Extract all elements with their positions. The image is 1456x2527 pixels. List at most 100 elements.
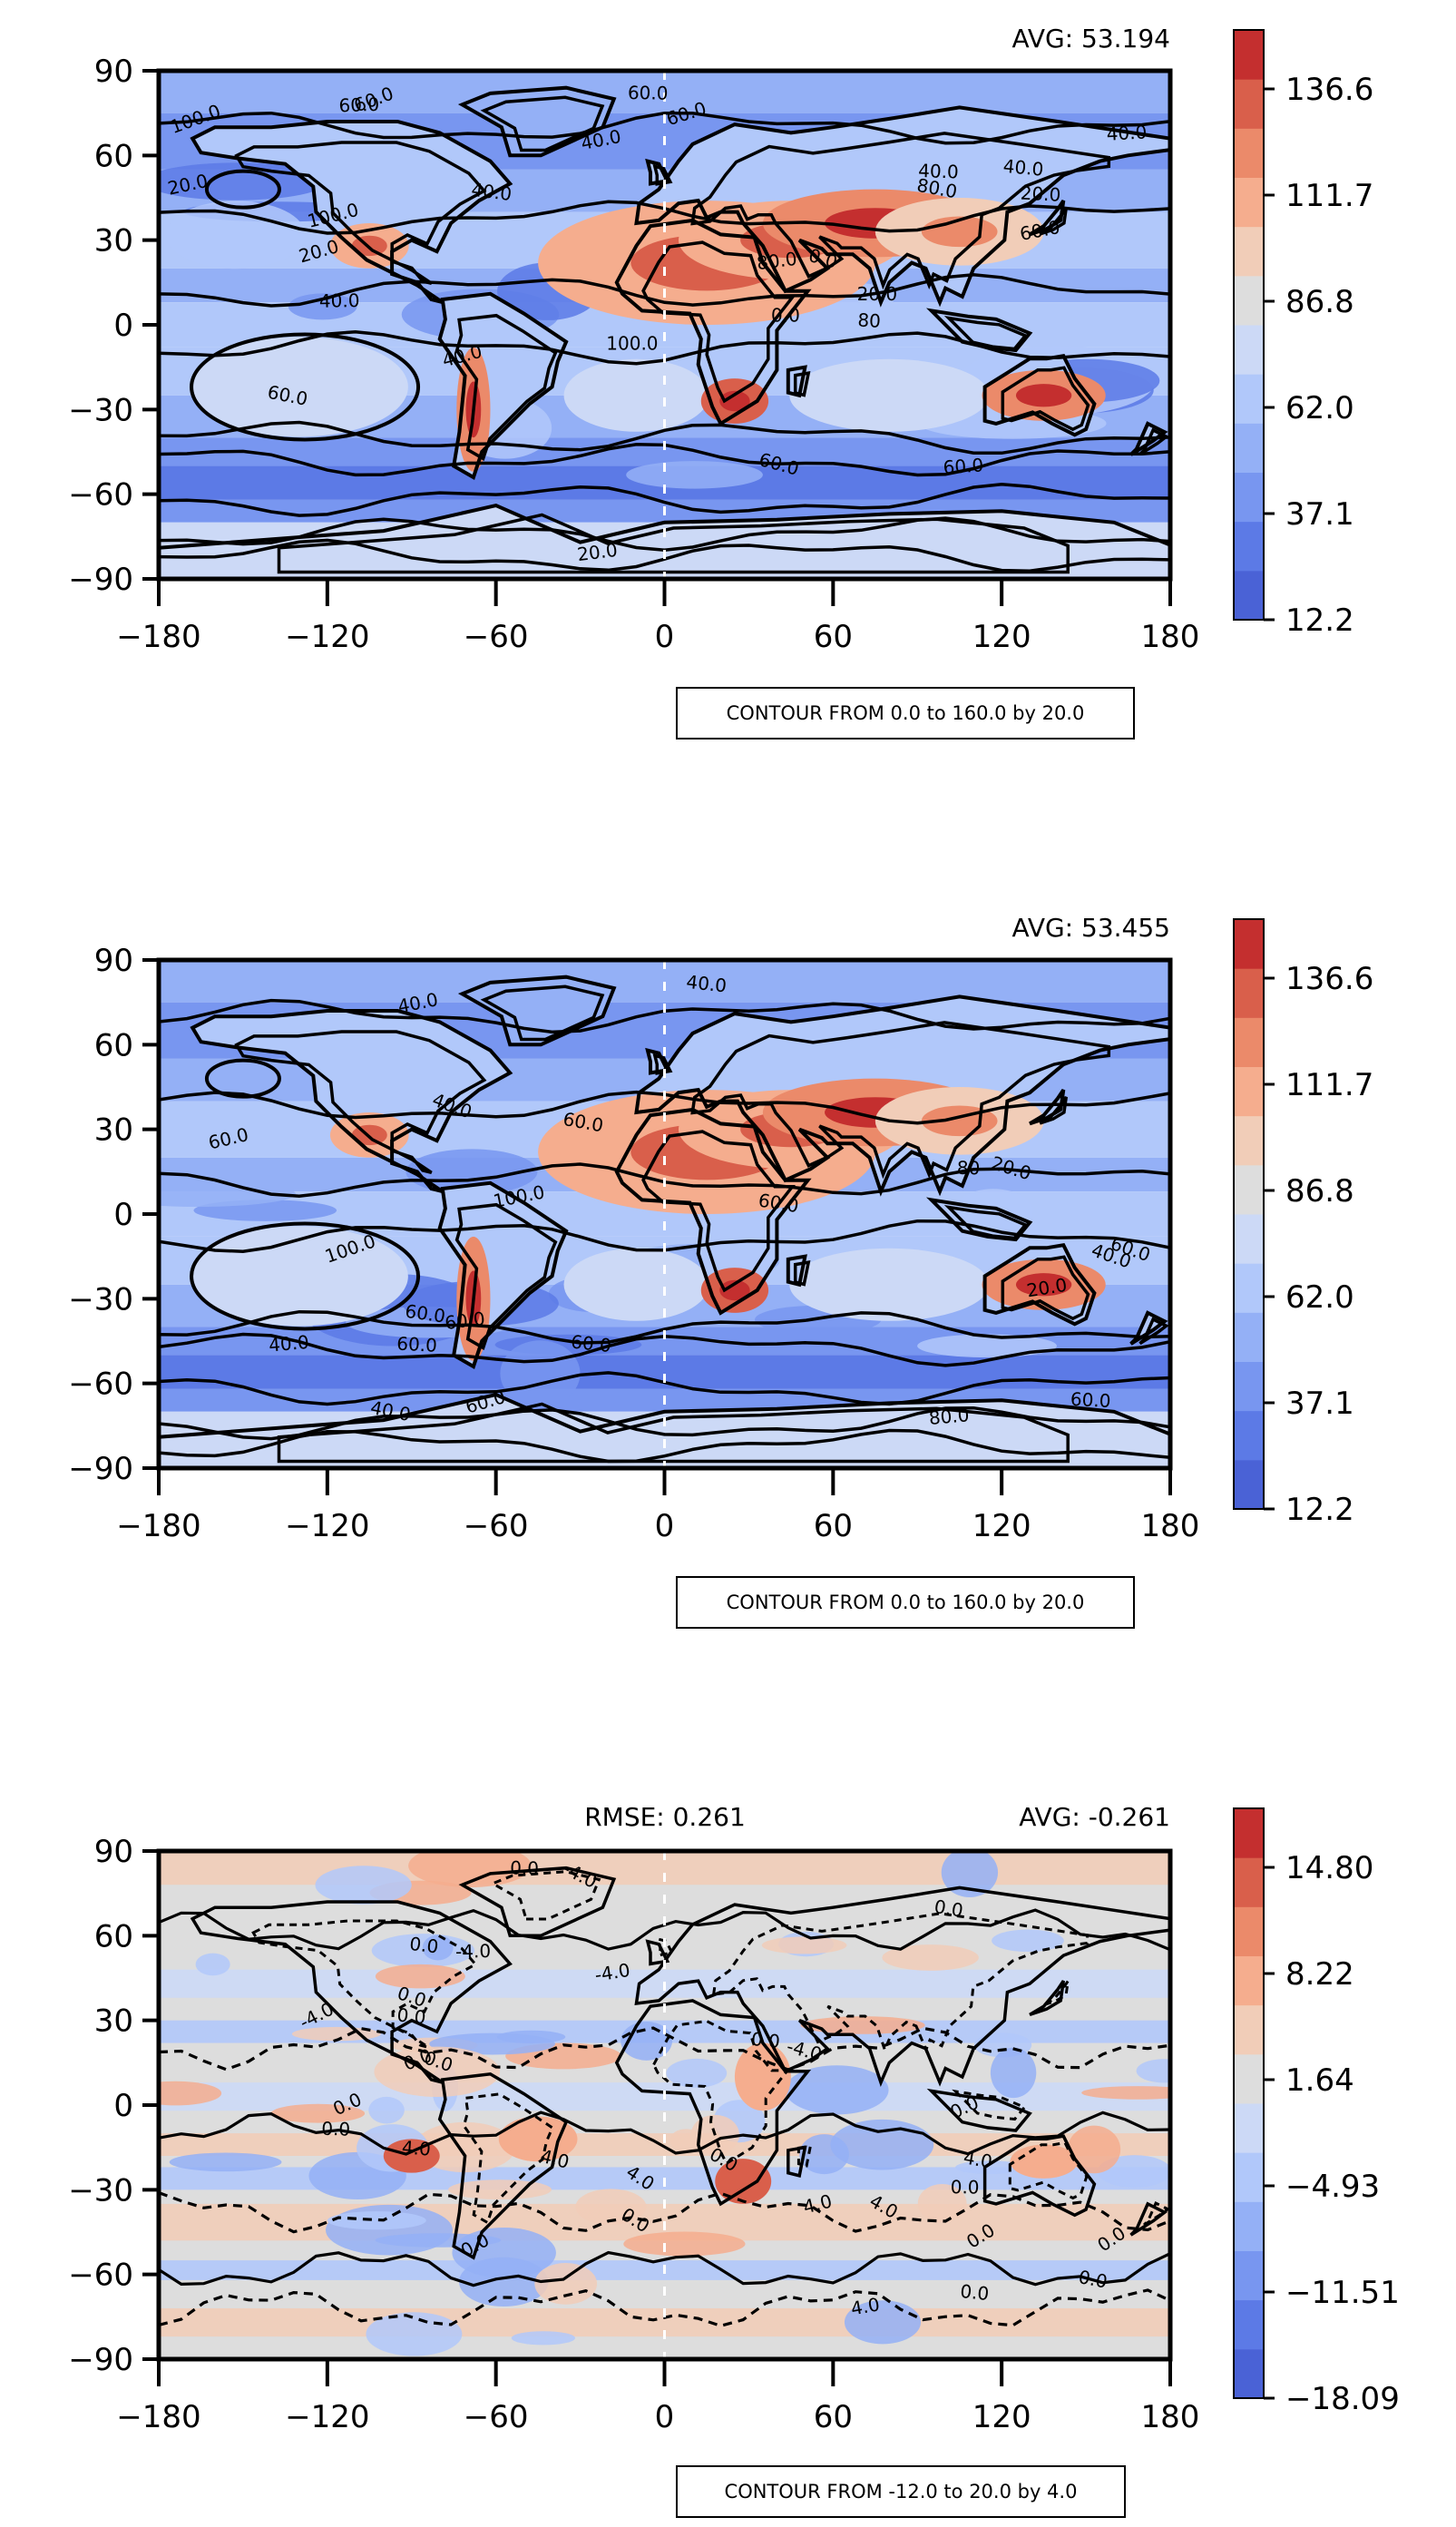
- contour-label: 60.0: [570, 1331, 612, 1357]
- y-tick-label: −90: [68, 562, 133, 598]
- x-tick-label: 120: [972, 619, 1031, 655]
- colorbar-swatch: [1234, 2053, 1264, 2104]
- colorbar-swatch: [1234, 472, 1264, 523]
- colorbar-tick-label: 8.22: [1285, 1956, 1354, 1993]
- anomaly-patch: [955, 2160, 1025, 2175]
- x-tick-label: −60: [464, 619, 529, 655]
- anomaly-patch: [990, 2047, 1037, 2099]
- ocean-patch: [500, 1340, 581, 1406]
- colorbar-swatch: [1234, 2201, 1264, 2251]
- y-tick-label: 0: [113, 1197, 133, 1233]
- contour-inner: [943, 1204, 1029, 1240]
- y-tick-label: −30: [68, 392, 133, 428]
- colorbar-frame: [1233, 918, 1265, 1510]
- contour-label: 0.0: [321, 2118, 351, 2140]
- y-tick-label: −60: [68, 1366, 133, 1403]
- contour-coast: [1029, 1980, 1066, 2017]
- colorbar-swatch: [1234, 2250, 1264, 2301]
- contour-note-box: [676, 1576, 1135, 1629]
- contour-closed: [204, 1058, 281, 1099]
- x-tick-label: 60: [814, 2399, 853, 2435]
- contour-dashed: [462, 2092, 554, 2225]
- contour-dashed: [656, 1937, 675, 1957]
- x-tick-label: −180: [116, 1508, 200, 1544]
- anomaly-patch: [511, 2331, 576, 2346]
- contour-coast: [1129, 1310, 1168, 1346]
- x-axis: −180 −120 −60 0 60 120 180: [116, 1468, 1199, 1544]
- anomaly-patch: [169, 2152, 282, 2172]
- colorbar-tick-label: −11.51: [1285, 2275, 1400, 2311]
- contour-label: 100.0: [606, 332, 658, 354]
- y-tick-label: 60: [94, 1027, 133, 1063]
- x-axis: −180 −120 −60 0 60 120 180: [116, 2359, 1199, 2435]
- colorbar: 136.6 111.7 86.8 62.0 37.1 12.2: [1233, 918, 1373, 1528]
- contour-closed: [190, 332, 421, 442]
- colorbar-tick-label: 62.0: [1285, 390, 1354, 426]
- colorbar-tick-label: −18.09: [1285, 2381, 1400, 2417]
- colorbar-tick-label: −4.93: [1285, 2169, 1380, 2205]
- contour-isoline: [159, 1406, 1170, 1441]
- anomaly-patch: [761, 1936, 847, 1954]
- contour-label: -4.0: [455, 1940, 491, 1963]
- y-axis: 90 60 30 0 −30 −60 −90: [68, 54, 159, 598]
- colorbar-tick-label: 1.64: [1285, 2062, 1354, 2099]
- contour-inner: [1001, 366, 1090, 432]
- colorbar-swatch: [1234, 79, 1264, 129]
- contour-lines: [159, 71, 1170, 579]
- contour-label: 80: [857, 309, 882, 332]
- colorbar-swatch: [1234, 275, 1264, 326]
- contour-inner: [234, 141, 487, 285]
- filled-contours: [159, 1851, 1170, 2359]
- contour-inner: [793, 1260, 811, 1287]
- colorbar-tick-label: 136.6: [1285, 961, 1373, 997]
- contour-label: 40.0: [319, 289, 360, 312]
- contour-inner: [454, 313, 558, 461]
- x-axis: −180 −120 −60 0 60 120 180: [116, 579, 1199, 655]
- anomaly-patch: [408, 1851, 532, 1888]
- y-tick-label: 30: [94, 223, 133, 260]
- contour-coast: [1129, 421, 1168, 456]
- contour-label: 40.0: [685, 971, 728, 997]
- contour-coast: [614, 1999, 812, 2207]
- anomaly-patch: [159, 2081, 222, 2106]
- anomaly-patch: [1136, 2059, 1170, 2083]
- contour-label: 40.0: [1106, 121, 1148, 144]
- contour-labels: 40.040.00.060.080.0100.060.040.080100.06…: [166, 82, 1148, 565]
- colorbar-swatch: [1234, 1066, 1264, 1117]
- colorbar-tick-label: 12.2: [1285, 1492, 1354, 1528]
- contour-label: 80: [957, 1157, 981, 1179]
- y-tick-label: 90: [94, 943, 133, 979]
- colorbar-frame: [1233, 1807, 1265, 2399]
- colorbar-tick-label: 86.8: [1285, 1173, 1354, 1210]
- contour-inner: [641, 1130, 796, 1293]
- y-tick-label: −60: [68, 2258, 133, 2294]
- contour-inner: [943, 315, 1029, 351]
- contour-isoline: [159, 111, 1170, 145]
- x-tick-label: −60: [464, 2399, 529, 2435]
- subtropical-high: [563, 1248, 709, 1321]
- colorbar-swatch: [1234, 1808, 1264, 1858]
- contour-note-box: [676, 2465, 1126, 2518]
- map-area: 40.040.00.060.080.0100.060.040.080100.06…: [159, 71, 1170, 579]
- contour-inner: [793, 371, 811, 397]
- contour-label: 20.0: [857, 283, 898, 305]
- ocean-patch: [626, 461, 763, 489]
- anomaly-patch: [800, 2016, 925, 2034]
- anomaly-patch: [1081, 2086, 1170, 2100]
- anomaly-core: [734, 2042, 791, 2111]
- colorbar-frame: [1233, 29, 1265, 621]
- ocean-patch: [288, 293, 357, 320]
- anomaly-patch: [327, 2211, 426, 2230]
- anomaly-core: [498, 2116, 578, 2162]
- anomaly-core: [1010, 2144, 1078, 2179]
- contour-isoline: [159, 538, 1170, 573]
- anomaly-patch: [422, 1934, 454, 1961]
- contour-lines: [159, 1851, 1170, 2359]
- contour-isoline: [159, 2288, 1170, 2327]
- contour-coast: [458, 1866, 617, 1938]
- contour-isoline: [159, 1309, 1170, 1345]
- y-tick-label: 60: [94, 1918, 133, 1954]
- colorbar-swatch: [1234, 1017, 1264, 1067]
- contour-isoline: [159, 2250, 1170, 2287]
